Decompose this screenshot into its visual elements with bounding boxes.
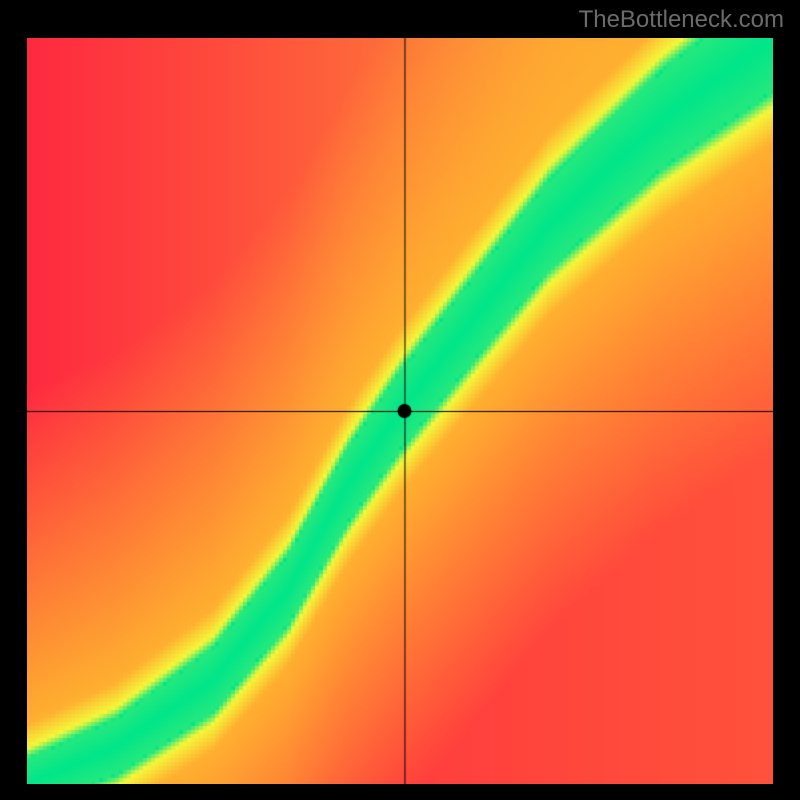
chart-container: TheBottleneck.com (0, 0, 800, 800)
watermark-text: TheBottleneck.com (579, 6, 784, 34)
heatmap-canvas (27, 38, 773, 784)
